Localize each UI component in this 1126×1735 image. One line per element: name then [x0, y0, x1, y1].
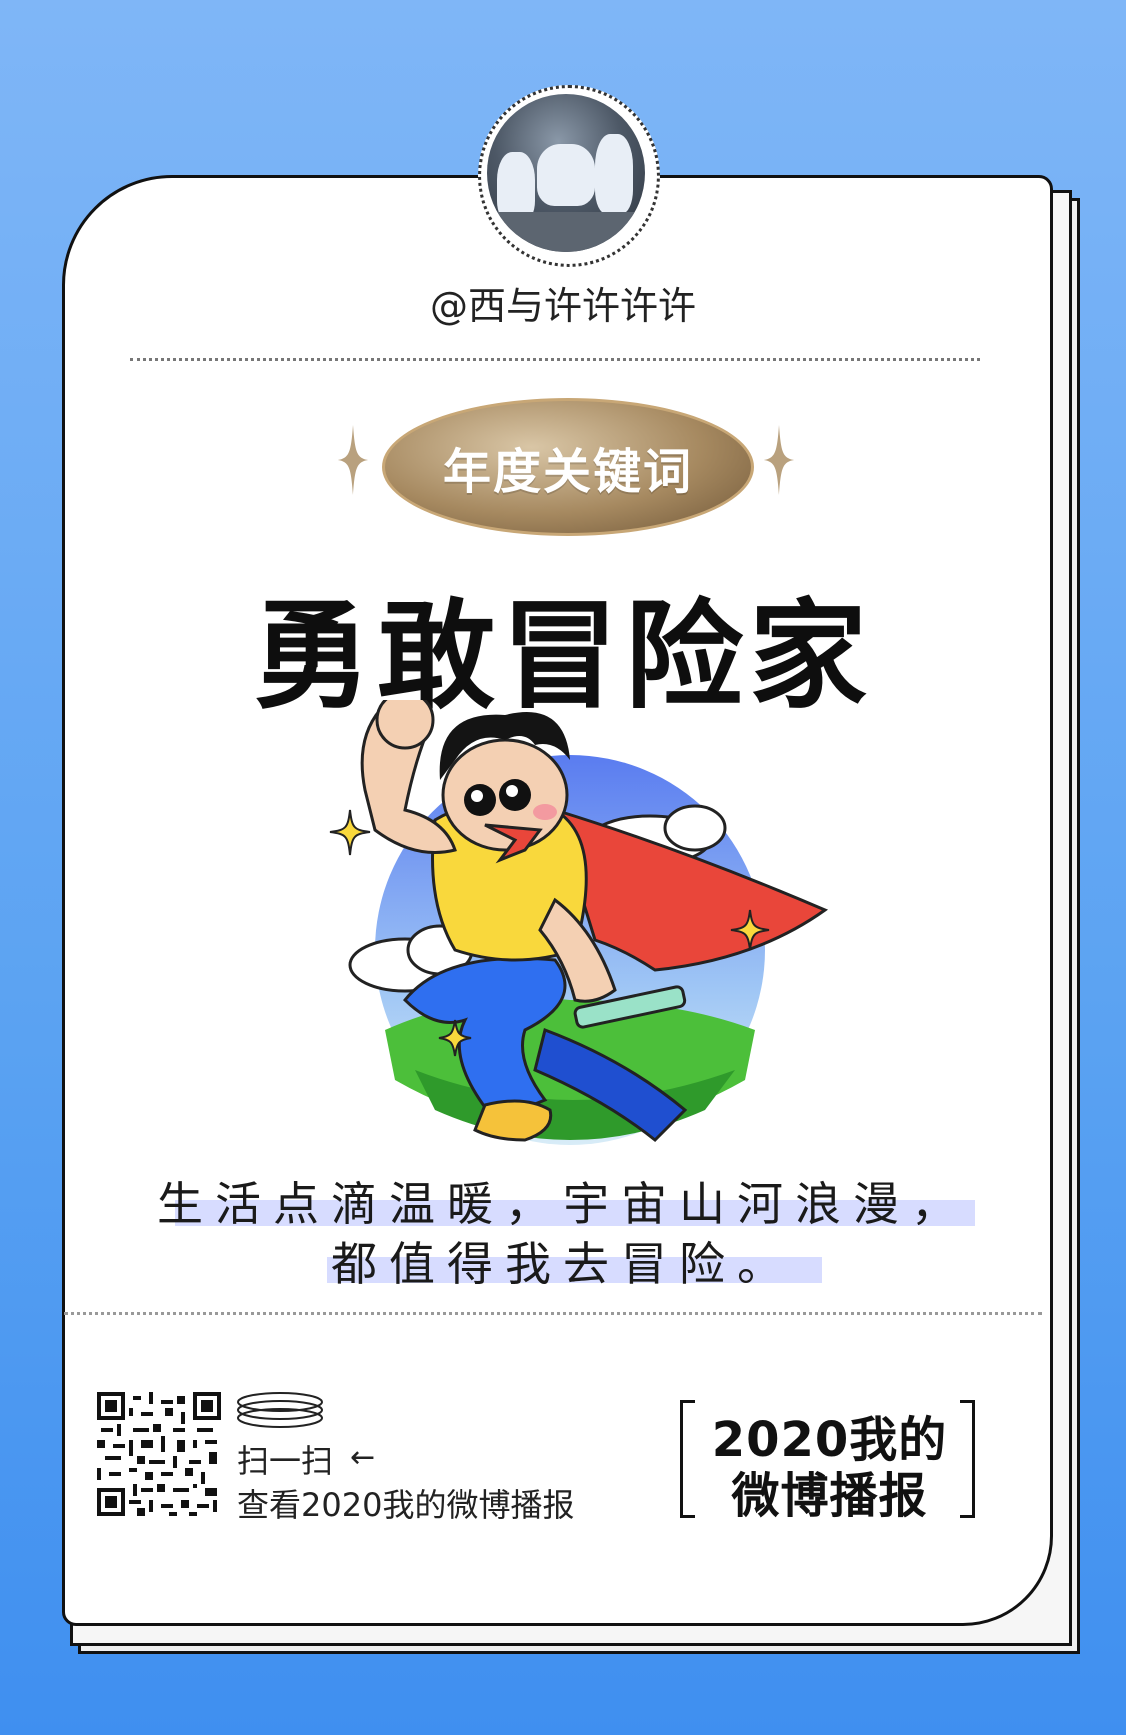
quote-highlight: [175, 1200, 975, 1226]
quote-line-1: 生活点滴温暖，宇宙山河浪漫，: [157, 1177, 969, 1231]
username: @西与许许许许: [429, 284, 696, 328]
scan-label: 扫一扫: [237, 1442, 334, 1480]
keyword-title: 勇敢冒险家: [252, 587, 873, 725]
quote-line-2: 都值得我去冒险。: [331, 1237, 795, 1291]
avatar[interactable]: [487, 94, 645, 252]
bracket-left: [680, 1400, 695, 1518]
brand-line-1: 2020我的: [711, 1412, 948, 1468]
keyword-badge: 年度关键词: [382, 398, 754, 536]
brand-logo: 2020我的 微博播报: [680, 1400, 975, 1524]
quote-highlight: [327, 1257, 822, 1283]
brand-line-2: 微博播报: [731, 1468, 928, 1524]
view-report-label: 查看2020我的微博播报: [237, 1486, 575, 1524]
divider-top: [130, 358, 980, 361]
sparkle-icon: [338, 425, 368, 495]
arrow-left-icon: ←: [350, 1440, 376, 1475]
ring-icon: [237, 1392, 323, 1428]
qr-code[interactable]: [97, 1392, 221, 1516]
divider-bottom: [64, 1312, 1042, 1315]
bracket-right: [960, 1400, 975, 1518]
sparkle-icon: [764, 425, 794, 495]
keyword-badge-label: 年度关键词: [442, 444, 693, 500]
superhero-illustration: [329, 700, 829, 1145]
